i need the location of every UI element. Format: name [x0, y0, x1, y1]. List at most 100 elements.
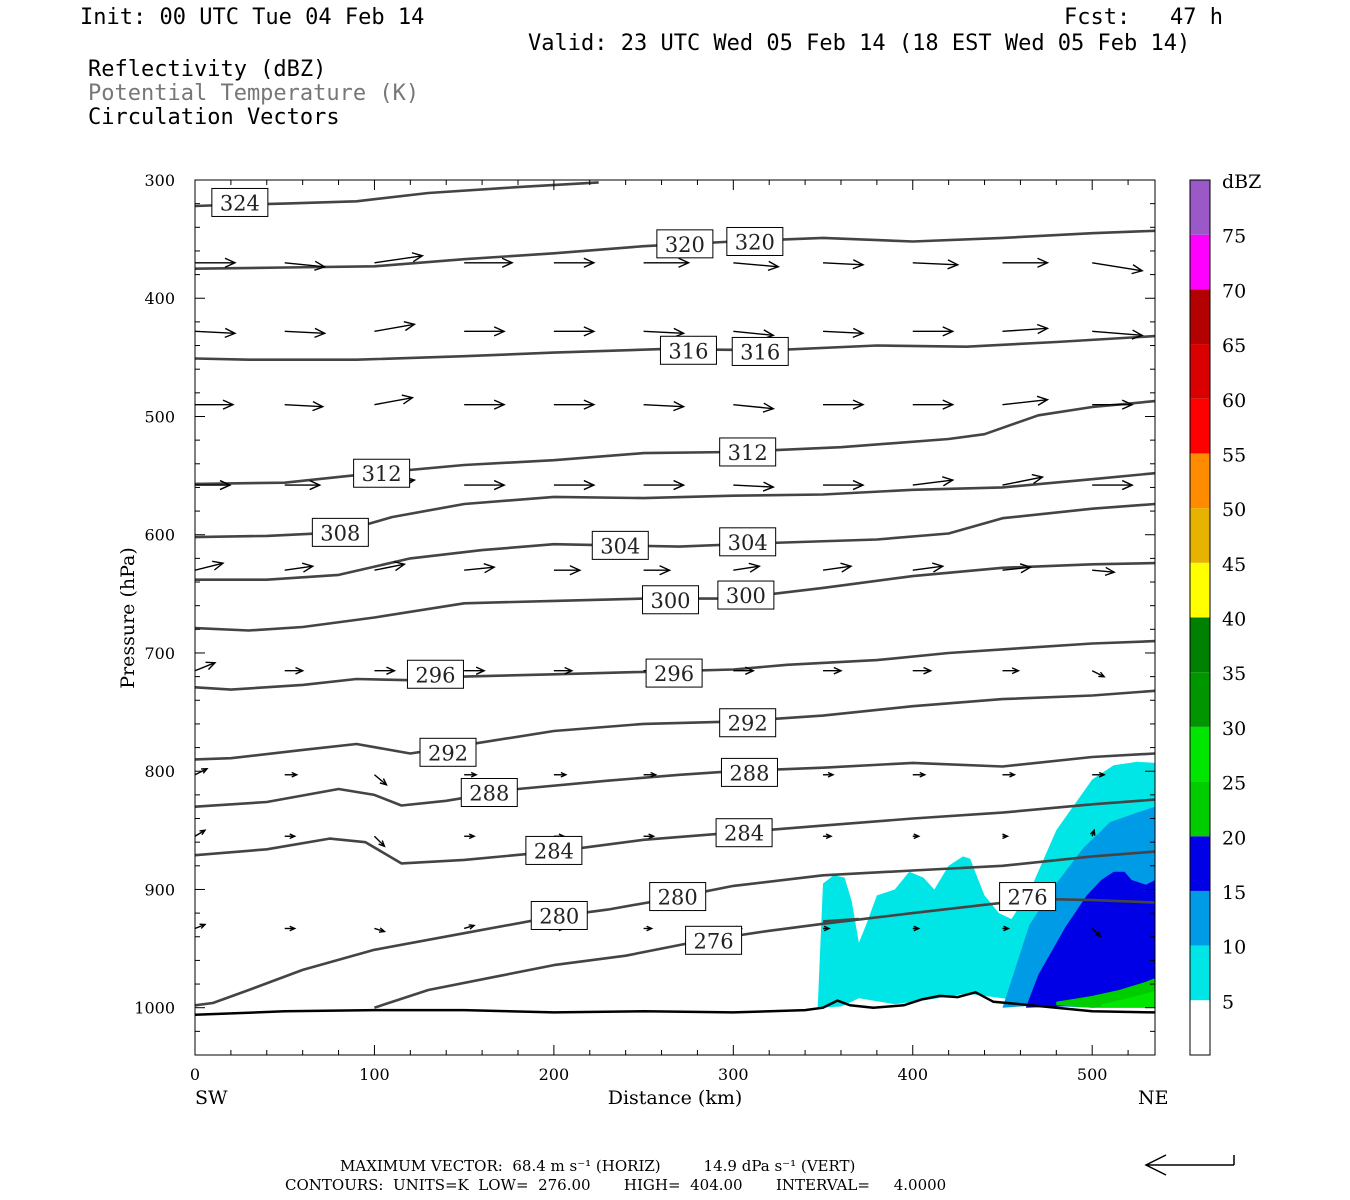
svg-text:292: 292: [428, 741, 468, 765]
max-vector-arrow-icon: [1144, 1154, 1235, 1176]
circulation-vector: [1002, 473, 1045, 486]
y-tick: 1000: [134, 999, 1155, 1018]
colorbar-tick-label: 75: [1222, 226, 1246, 248]
circulation-vector: [1092, 399, 1134, 410]
axes: 300 400 500 600 700 800 900 1000 0 100 200 300 400 50…: [134, 171, 1155, 1084]
theta-label-296: 296: [406, 659, 464, 689]
theta-contour-296: [195, 639, 1155, 691]
circulation-vector: [374, 394, 415, 406]
circulation-vector: [464, 326, 506, 337]
theta-contours: [195, 181, 1155, 1017]
circulation-vector: [1154, 926, 1155, 931]
circulation-vector: [912, 771, 927, 778]
circulation-vector: [553, 399, 596, 410]
colorbar-tick-label: 40: [1222, 609, 1246, 631]
svg-text:500: 500: [1077, 1065, 1108, 1084]
circulation-vector: [1002, 395, 1050, 406]
circulation-vector: [912, 562, 945, 573]
circulation-vectors: [195, 252, 1165, 938]
colorbar-box-35: [1190, 617, 1210, 673]
circulation-vector: [553, 771, 568, 778]
svg-text:320: 320: [735, 230, 775, 254]
plot-frame: [194, 179, 1156, 1056]
contour-info-note: CONTOURS: UNITS=K LOW= 276.00 HIGH= 404.…: [285, 1176, 947, 1194]
circulation-vector: [823, 666, 843, 675]
circulation-vector: [643, 257, 691, 268]
svg-text:304: 304: [600, 534, 640, 558]
svg-text:280: 280: [539, 904, 579, 928]
theta-label-320: 320: [726, 226, 784, 256]
colorbar-tick-label: 30: [1222, 718, 1246, 740]
circulation-vector: [823, 479, 865, 491]
svg-text:316: 316: [668, 339, 708, 363]
colorbar-box-55: [1190, 398, 1210, 454]
colorbar-unit: dBZ: [1222, 171, 1261, 193]
colorbar-box-25: [1190, 726, 1210, 782]
theta-label-276: 276: [685, 925, 743, 955]
colorbar-tick-label: 35: [1222, 663, 1246, 685]
x-tick: 0: [190, 180, 200, 1084]
colorbar-tick-label: 25: [1222, 773, 1246, 795]
theta-contour-284: [195, 798, 1155, 865]
circulation-vector: [553, 479, 596, 491]
x-tick: 200: [539, 180, 570, 1084]
circulation-vector: [1155, 773, 1165, 778]
circulation-vector: [912, 259, 960, 270]
theta-label-296: 296: [645, 658, 703, 688]
svg-text:500: 500: [144, 407, 175, 426]
svg-text:304: 304: [728, 531, 768, 555]
colorbar-box-bottom: [1190, 1000, 1210, 1055]
colorbar-box-75: [1190, 180, 1210, 235]
colorbar-box-50: [1190, 453, 1210, 509]
theta-label-276: 276: [999, 882, 1057, 912]
circulation-vector: [284, 666, 305, 675]
circulation-vector: [373, 835, 386, 848]
circulation-vector: [284, 562, 315, 573]
x-tick: 300: [718, 180, 749, 1084]
svg-text:276: 276: [1008, 886, 1048, 910]
circulation-vector: [733, 260, 781, 272]
theta-label-324: 324: [211, 187, 269, 217]
circulation-vector: [823, 833, 833, 840]
circulation-vector: [1091, 927, 1102, 938]
circulation-vector: [1154, 330, 1155, 332]
circulation-vector: [1092, 771, 1106, 778]
field-title-vectors: Circulation Vectors: [88, 105, 340, 130]
svg-text:296: 296: [654, 662, 694, 686]
colorbar-box-10: [1190, 890, 1210, 946]
init-time: Init: 00 UTC Tue 04 Feb 14: [80, 5, 425, 30]
y-tick: 600: [144, 526, 1155, 545]
theta-label-316: 316: [731, 336, 789, 366]
circulation-vector: [1091, 670, 1106, 678]
circulation-vector: [374, 927, 387, 933]
y-tick: 400: [144, 289, 1155, 308]
x-tick: 400: [897, 180, 928, 1084]
circulation-vector: [823, 327, 865, 338]
circulation-vector: [912, 925, 921, 932]
theta-label-280: 280: [649, 882, 707, 912]
colorbar-frame: [1189, 179, 1211, 1056]
circulation-vector: [195, 399, 235, 410]
theta-label-288: 288: [460, 778, 518, 807]
circulation-vector: [1002, 667, 1021, 675]
x-tick: 500: [1077, 180, 1108, 1084]
y-tick: 700: [144, 644, 1155, 663]
theta-label-280: 280: [530, 900, 588, 930]
colorbar-tick-label: 45: [1222, 554, 1246, 576]
circulation-vector: [464, 563, 496, 574]
circulation-vector: [195, 479, 232, 491]
colorbar-tick-label: 60: [1222, 390, 1246, 412]
colorbar-box-60: [1190, 344, 1210, 399]
svg-text:200: 200: [539, 1065, 570, 1084]
circulation-vector: [553, 666, 574, 675]
colorbar-tick-label: 20: [1222, 827, 1246, 849]
reflectivity-fill: [817, 761, 1155, 1008]
colorbar-box-70: [1190, 234, 1210, 290]
y-tick: 300: [144, 171, 1155, 190]
circulation-vector: [463, 924, 476, 930]
colorbar-tick-label: 10: [1222, 937, 1246, 959]
circulation-vector: [1154, 669, 1155, 671]
circulation-vector: [284, 327, 327, 338]
circulation-vector: [912, 399, 955, 410]
